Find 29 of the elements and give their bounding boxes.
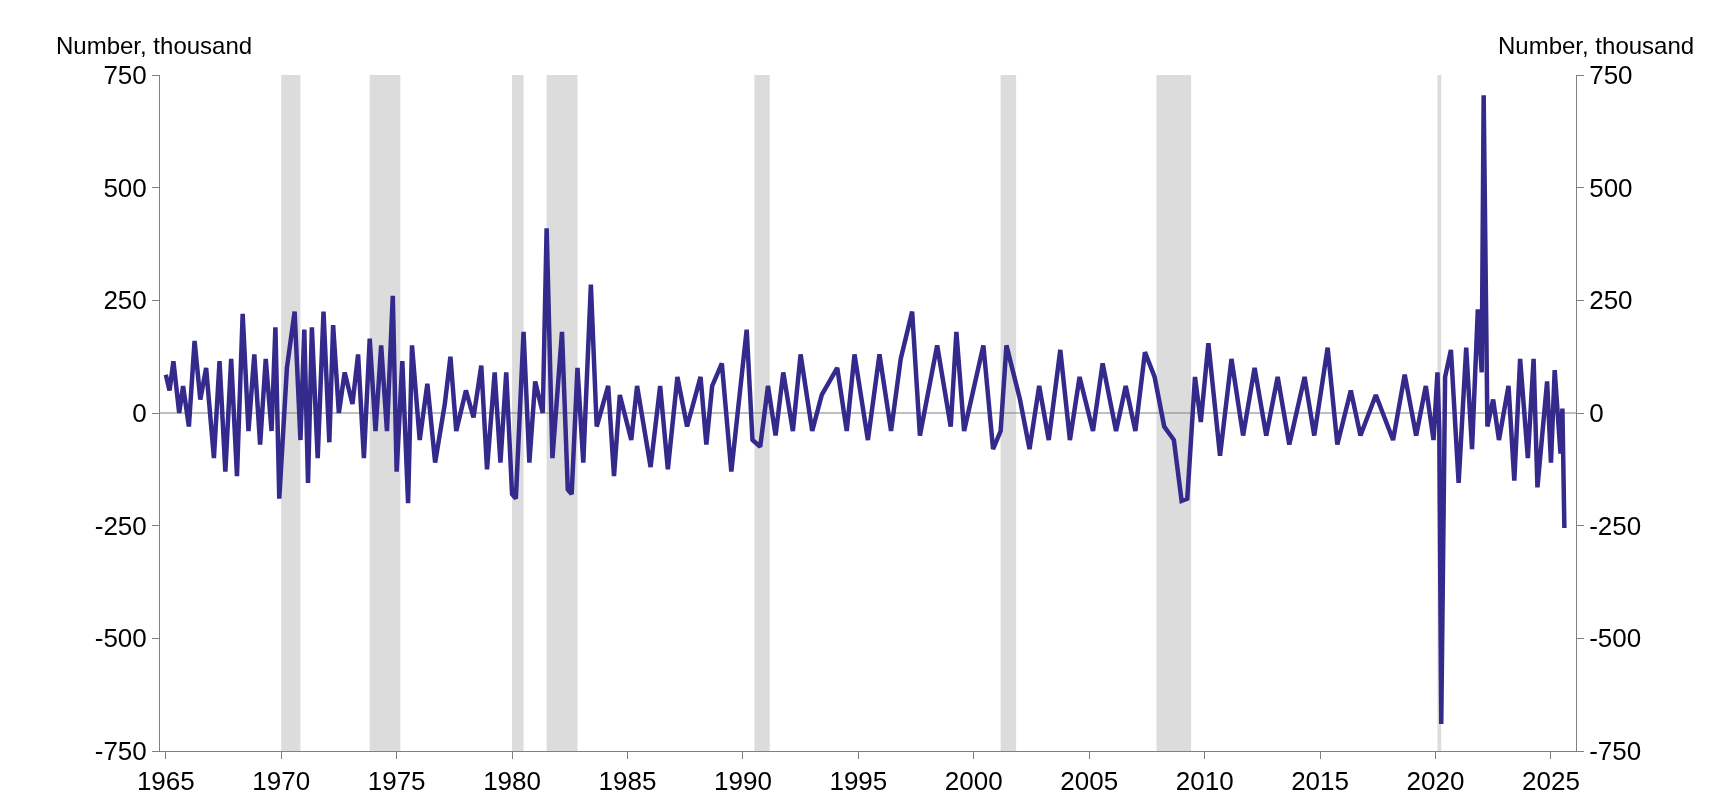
y2-tick-label: 0 xyxy=(1589,398,1604,429)
x-tick-label: 2020 xyxy=(1406,766,1465,797)
y-axis-title: Number, thousand xyxy=(56,32,253,59)
y-tick-label: -750 xyxy=(94,736,147,767)
y2-tick-label: 250 xyxy=(1589,285,1633,316)
x-tick-label: 2015 xyxy=(1291,766,1349,797)
y-tick-label: 750 xyxy=(103,60,147,91)
x-tick-label: 1985 xyxy=(598,766,657,797)
x-tick-label: 2025 xyxy=(1522,766,1580,797)
y2-tick-label: -250 xyxy=(1589,510,1642,541)
y2-tick-label: -750 xyxy=(1589,736,1642,767)
x-tick-label: 1990 xyxy=(714,766,772,797)
y-tick-label: -500 xyxy=(94,623,147,654)
x-tick-label: 2005 xyxy=(1060,766,1119,797)
x-tick-label: 1980 xyxy=(483,766,541,797)
y2-tick-label: -500 xyxy=(1589,623,1642,654)
y2-tick-label: 750 xyxy=(1589,60,1633,91)
y-tick-label: 250 xyxy=(103,285,147,316)
x-tick-label: 2000 xyxy=(944,766,1003,797)
x-tick-label: 1970 xyxy=(252,766,311,797)
x-tick-label: 1975 xyxy=(367,766,426,797)
x-tick-label: 1965 xyxy=(136,766,195,797)
y-tick-label: -250 xyxy=(94,510,147,541)
x-tick-label: 2010 xyxy=(1175,766,1234,797)
x-tick-label: 1995 xyxy=(829,766,888,797)
y2-tick-label: 500 xyxy=(1589,172,1633,203)
y-tick-label: 500 xyxy=(103,172,147,203)
y2-axis-title: Number, thousand xyxy=(1498,32,1695,59)
y-tick-label: 0 xyxy=(132,398,147,429)
